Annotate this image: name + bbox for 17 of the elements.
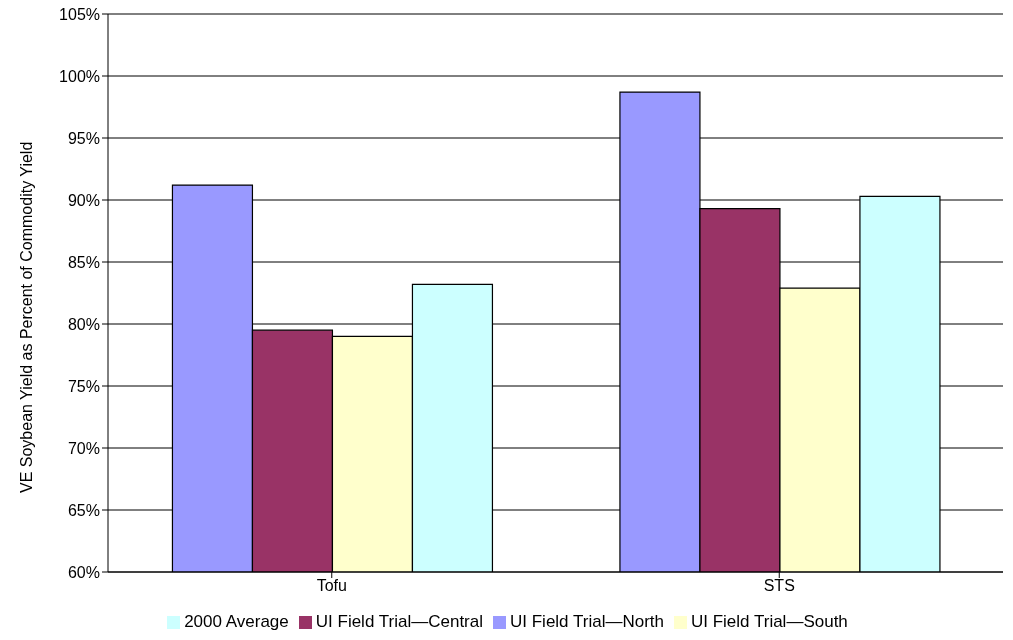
legend-label: 2000 Average bbox=[184, 612, 289, 631]
legend-label: UI Field Trial—South bbox=[690, 612, 848, 631]
y-tick-label: 95% bbox=[67, 129, 100, 147]
y-tick-label: 65% bbox=[67, 501, 100, 519]
legend-label: UI Field Trial—North bbox=[510, 612, 664, 631]
y-tick-label: 100% bbox=[59, 67, 100, 85]
x-tick-label: STS bbox=[763, 577, 795, 595]
x-tick-label: Tofu bbox=[316, 577, 347, 595]
y-tick-label: 105% bbox=[59, 5, 100, 23]
y-tick-label: 60% bbox=[67, 563, 100, 581]
y-tick-label: 70% bbox=[67, 439, 100, 457]
y-tick-label: 75% bbox=[67, 377, 100, 395]
y-tick-label: 85% bbox=[67, 253, 100, 271]
y-tick-label: 80% bbox=[67, 315, 100, 333]
y-tick-label: 90% bbox=[67, 191, 100, 209]
legend-label: UI Field Trial—Central bbox=[315, 612, 483, 631]
y-axis-title: VE Soybean Yield as Percent of Commodity Yield bbox=[17, 141, 35, 493]
